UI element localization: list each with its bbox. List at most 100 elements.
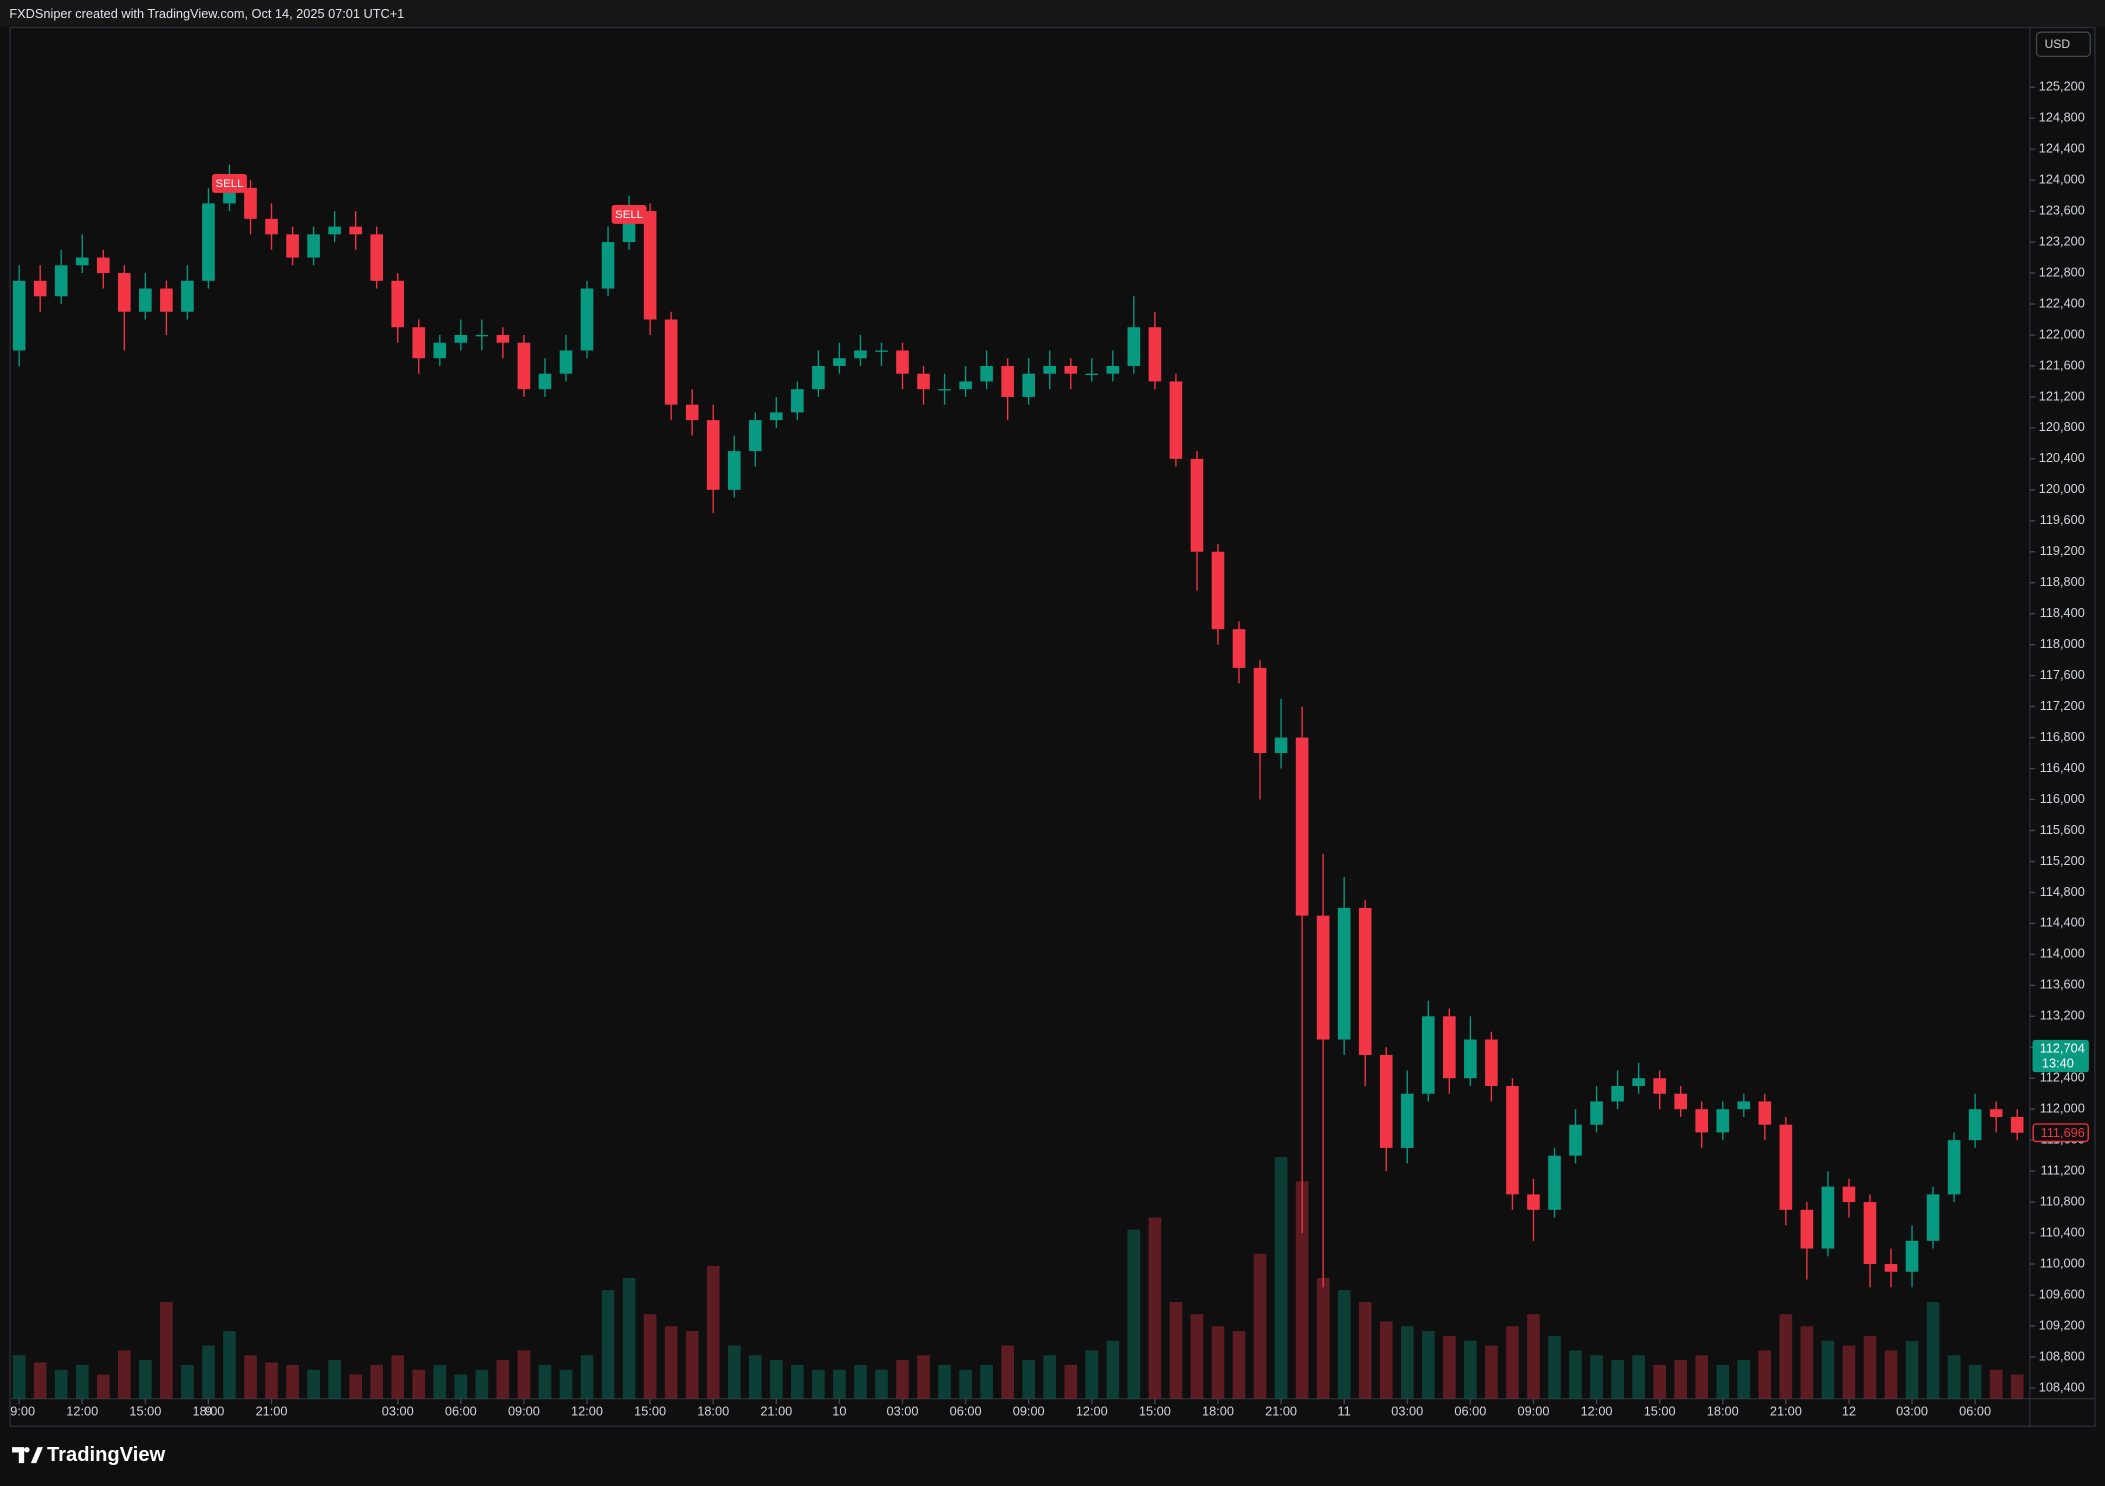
volume-bar <box>1884 1350 1898 1399</box>
volume-bar <box>1421 1331 1435 1399</box>
volume-bar <box>1295 1181 1309 1399</box>
brand-name: TradingView <box>47 1444 166 1466</box>
y-tick-label: 115,600 <box>2040 822 2085 837</box>
x-tick-label: 03:00 <box>382 1404 414 1419</box>
y-tick-label: 116,000 <box>2040 791 2085 806</box>
currency-box[interactable] <box>2035 31 2091 58</box>
x-tick-label: 03:00 <box>887 1404 919 1419</box>
candle-body <box>286 234 299 258</box>
candle-body <box>1800 1209 1814 1249</box>
y-tick-label: 122,400 <box>2039 295 2085 310</box>
y-tick-label: 125,200 <box>2039 79 2085 94</box>
volume-bar <box>1905 1340 1919 1399</box>
volume-bar <box>1926 1302 1940 1399</box>
volume-bar <box>538 1364 552 1399</box>
candle-body <box>1421 1016 1435 1094</box>
y-tick-label: 121,200 <box>2039 388 2085 403</box>
candle-body <box>307 234 320 258</box>
candle-body <box>1989 1109 2003 1117</box>
volume-bar <box>1232 1331 1246 1399</box>
y-tick-label: 122,000 <box>2039 326 2085 341</box>
volume-bar <box>1127 1229 1141 1399</box>
candle-body <box>1316 915 1330 1040</box>
x-tick-label: 18:00 <box>697 1404 729 1419</box>
sell-label: SELL <box>615 209 643 221</box>
y-tick-label: 111,200 <box>2041 1163 2085 1178</box>
volume-bar <box>1821 1340 1835 1399</box>
volume-bar <box>1737 1360 1751 1399</box>
volume-bar <box>622 1277 636 1399</box>
volume-bar <box>349 1374 362 1399</box>
volume-bar <box>1968 1364 1982 1399</box>
candle-body <box>1653 1078 1666 1094</box>
y-tick-label: 109,200 <box>2039 1317 2085 1332</box>
candle-body <box>1232 629 1246 668</box>
y-tick-label: 120,400 <box>2039 450 2085 465</box>
volume-bar <box>160 1302 173 1399</box>
x-tick-label: 06:00 <box>445 1404 477 1419</box>
volume-bar <box>12 1355 26 1399</box>
candle-body <box>1506 1085 1519 1195</box>
candle-body <box>202 203 215 281</box>
volume-bar <box>1632 1355 1645 1399</box>
candle-body <box>1295 737 1309 916</box>
candle-body <box>496 334 510 343</box>
volume-bar <box>896 1360 909 1399</box>
volume-bar <box>1106 1340 1120 1399</box>
volume-bar <box>685 1331 699 1399</box>
y-tick-label: 108,800 <box>2039 1348 2085 1363</box>
candle-body <box>685 404 699 421</box>
volume-bar <box>517 1350 531 1399</box>
candle-body <box>54 265 68 297</box>
volume-bar <box>727 1345 741 1399</box>
candle-body <box>1926 1194 1940 1241</box>
x-tick-label: 21:00 <box>256 1404 288 1419</box>
brand-logo[interactable]: TradingView <box>12 1444 166 1466</box>
volume-bar <box>959 1369 972 1399</box>
volume-bar <box>307 1369 320 1399</box>
candle-body <box>727 451 741 490</box>
candle-body <box>75 257 89 266</box>
x-tick-label: 09:00 <box>1518 1404 1550 1419</box>
volume-bar <box>1379 1321 1393 1399</box>
volume-bar <box>1148 1217 1162 1399</box>
x-tick-label: 12:00 <box>571 1404 603 1419</box>
candle-body <box>1590 1101 1603 1125</box>
volume-bar <box>1316 1277 1330 1399</box>
y-tick-label: 118,000 <box>2040 636 2085 651</box>
candle-body <box>1443 1016 1456 1079</box>
candle-body <box>12 280 26 351</box>
candle-body <box>1464 1039 1477 1079</box>
volume-bar <box>1274 1157 1288 1399</box>
x-tick-label: 12:00 <box>1581 1404 1613 1419</box>
candle-body <box>1400 1093 1414 1148</box>
y-tick-label: 112,000 <box>2040 1101 2085 1116</box>
volume-bar <box>75 1364 89 1399</box>
candle-body <box>706 420 720 490</box>
volume-bar <box>1022 1360 1036 1399</box>
candle-body <box>896 350 909 374</box>
volume-bar <box>769 1360 783 1399</box>
volume-bar <box>643 1314 657 1399</box>
volume-bar <box>1337 1290 1351 1399</box>
sell-label-box <box>611 205 647 224</box>
y-tick-label: 118,800 <box>2040 574 2085 589</box>
volume-bar <box>1947 1355 1961 1399</box>
y-tick-label: 123,200 <box>2039 233 2085 248</box>
sell-label-box <box>212 174 247 193</box>
x-tick-label: 15:00 <box>1139 1404 1171 1419</box>
volume-bar <box>1800 1326 1814 1399</box>
volume-bar <box>601 1290 615 1399</box>
candle-body <box>580 288 594 351</box>
volume-bar <box>706 1265 720 1399</box>
candle-body <box>664 319 678 405</box>
x-tick-label: 09:00 <box>508 1404 540 1419</box>
header-text: FXDSniper created with TradingView.com, … <box>9 6 404 21</box>
volume-bar <box>854 1364 867 1399</box>
x-tick-label: 9 <box>205 1404 212 1419</box>
candle-body <box>812 365 825 390</box>
candle-body <box>1695 1109 1709 1133</box>
candle-body <box>601 242 615 289</box>
y-tick-label: 110,000 <box>2040 1255 2085 1270</box>
candle-body <box>1106 365 1120 374</box>
